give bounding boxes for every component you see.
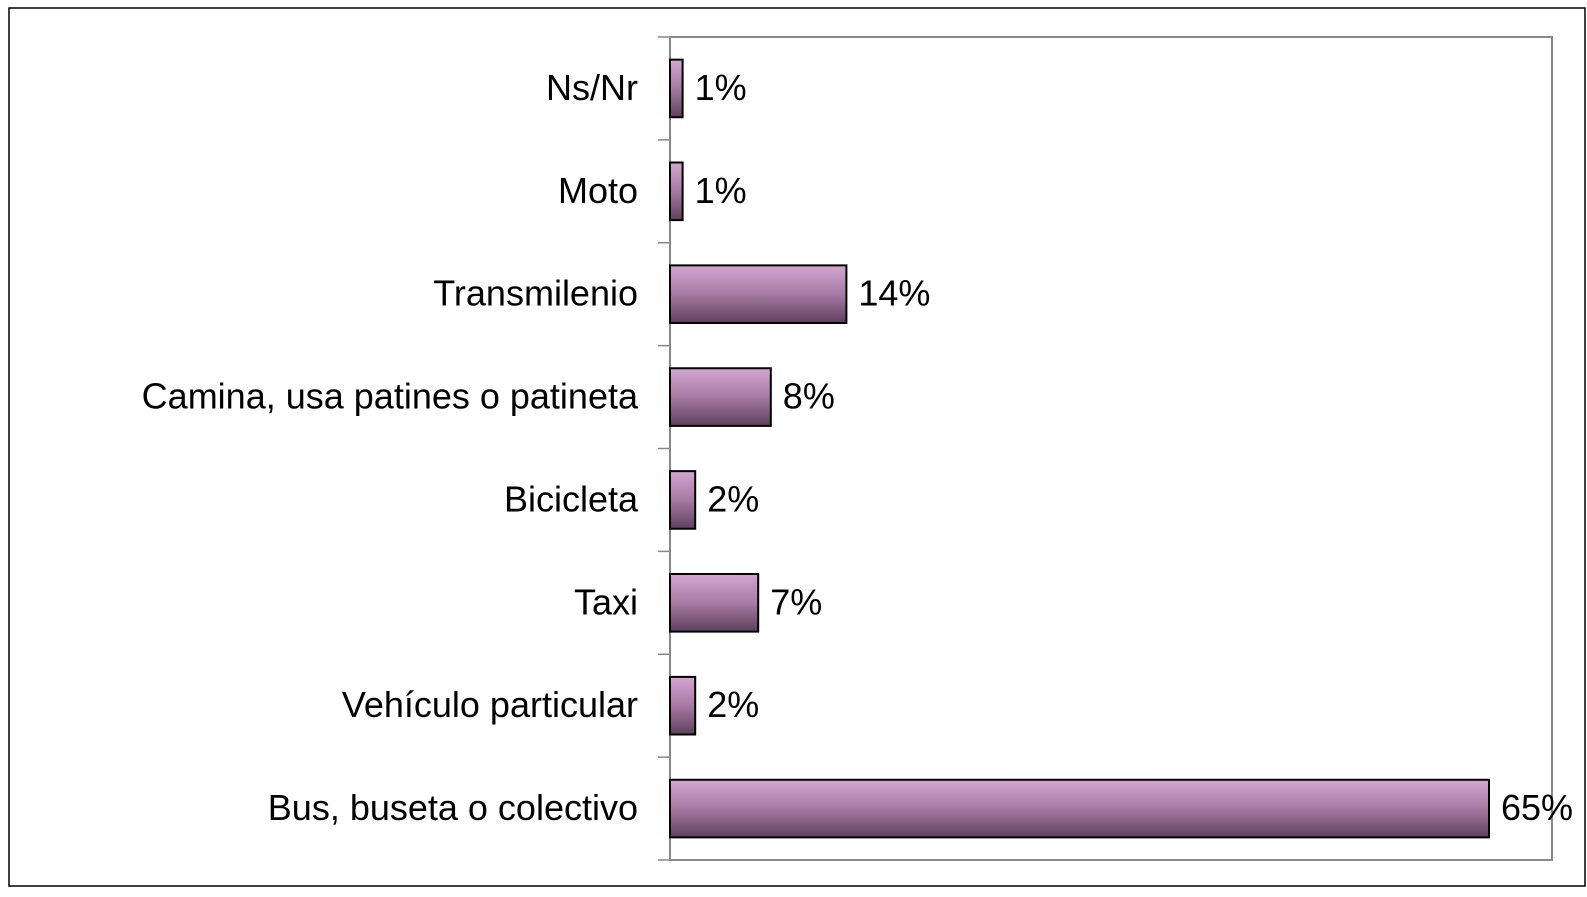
bar <box>669 675 697 736</box>
data-label: 8% <box>783 376 835 417</box>
y-tick-label: Ns/Nr <box>546 67 638 108</box>
bar <box>669 470 697 530</box>
y-tick-label: Vehículo particular <box>342 684 638 725</box>
data-label: 1% <box>695 170 747 211</box>
bar <box>669 264 848 324</box>
y-tick-label: Transmilenio <box>433 273 638 314</box>
bar <box>669 58 684 119</box>
data-label: 1% <box>695 67 747 108</box>
bar <box>669 778 1490 839</box>
bar <box>669 367 772 427</box>
y-tick-label: Bus, buseta o colectivo <box>268 787 638 828</box>
plot-area <box>669 36 1553 861</box>
y-tick-label: Bicicleta <box>504 478 639 519</box>
y-tick-label: Moto <box>558 170 638 211</box>
bar <box>669 161 684 222</box>
chart-frame <box>8 7 1586 887</box>
data-label: 7% <box>770 581 822 622</box>
data-label: 2% <box>707 478 759 519</box>
y-tick-label: Camina, usa patines o patineta <box>142 376 639 417</box>
y-tick-label: Taxi <box>574 581 638 622</box>
data-label: 14% <box>858 273 930 314</box>
bar <box>669 573 760 633</box>
data-label: 65% <box>1501 787 1573 828</box>
data-label: 2% <box>707 684 759 725</box>
